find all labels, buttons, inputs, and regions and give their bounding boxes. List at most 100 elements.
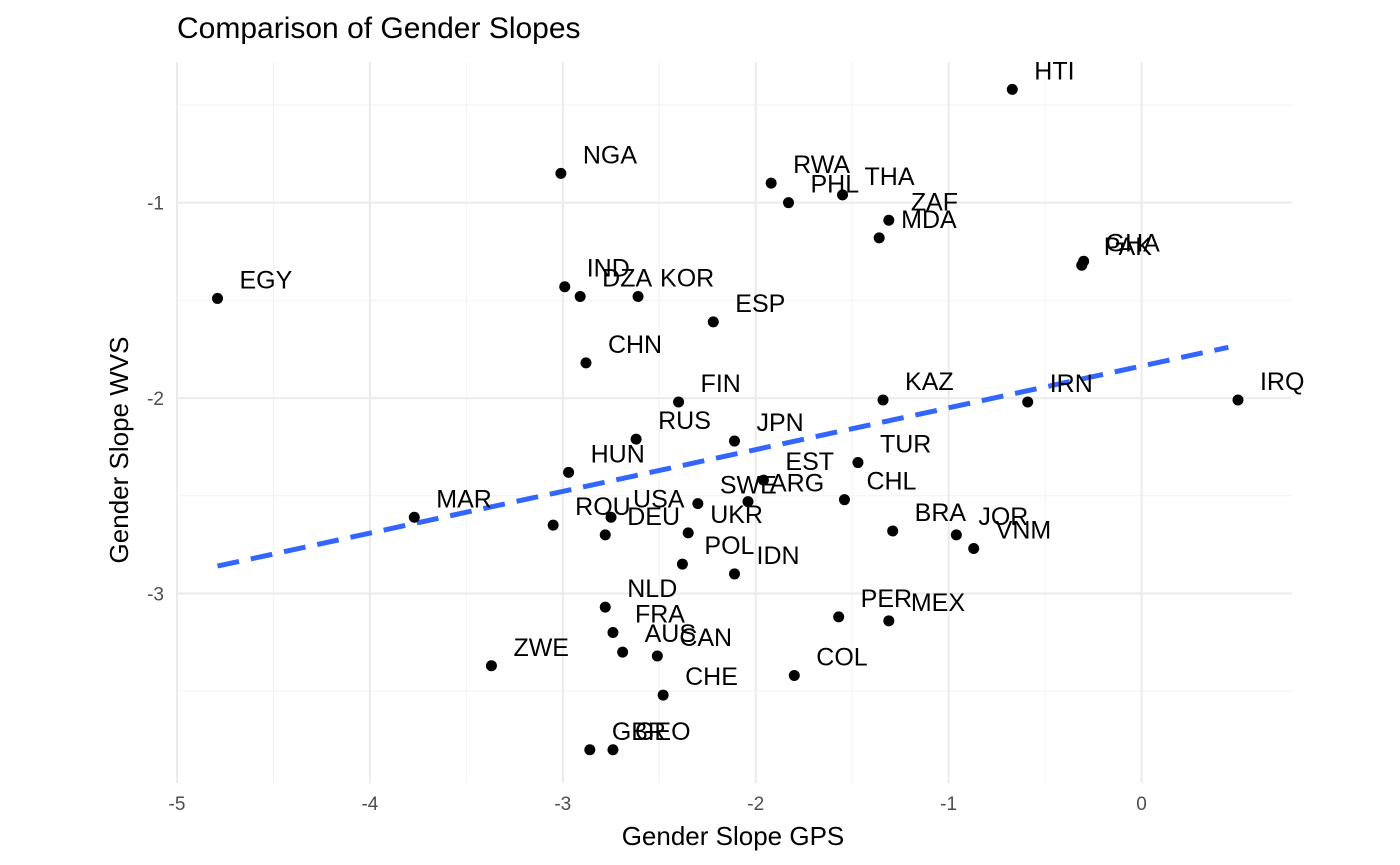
- data-points: [212, 83, 1244, 756]
- point-label-ukr: UKR: [710, 501, 763, 529]
- data-point-egy: [212, 292, 224, 304]
- data-point-hun: [563, 466, 575, 478]
- point-label-rou: ROU: [575, 493, 631, 521]
- point-label-irq: IRQ: [1260, 368, 1304, 396]
- point-label-egy: EGY: [240, 266, 293, 294]
- point-label-chl: CHL: [866, 468, 916, 496]
- point-label-hun: HUN: [591, 440, 645, 468]
- point-label-tha: THA: [865, 163, 915, 191]
- point-label-zwe: ZWE: [513, 634, 569, 662]
- point-label-usa: USA: [633, 485, 685, 513]
- point-label-che: CHE: [685, 663, 738, 691]
- point-label-nld: NLD: [627, 575, 677, 603]
- point-label-deu: DEU: [627, 503, 680, 531]
- point-label-gbr: GBR: [612, 718, 666, 746]
- point-label-dza: DZA: [602, 264, 652, 292]
- data-point-zaf: [883, 214, 895, 226]
- point-label-chn: CHN: [608, 331, 662, 359]
- y-axis-ticks: -1 -2 -3: [147, 194, 164, 606]
- data-point-che: [657, 689, 669, 701]
- point-label-est: EST: [785, 448, 834, 476]
- point-label-geo: GEO: [635, 718, 691, 746]
- x-tick-label: -5: [169, 794, 186, 815]
- data-point-idn: [729, 568, 740, 580]
- data-point-irq: [1232, 394, 1244, 406]
- x-axis-label: Gender Slope GPS: [622, 821, 845, 851]
- point-label-jor: JOR: [978, 503, 1028, 531]
- point-label-ind: IND: [587, 255, 630, 283]
- point-label-rus: RUS: [658, 407, 711, 435]
- y-axis-label: Gender Slope WVS: [104, 337, 134, 564]
- data-point-rwa: [765, 177, 777, 189]
- data-point-deu: [599, 529, 611, 541]
- data-point-kor: [632, 290, 644, 302]
- data-point-chn: [580, 357, 592, 369]
- data-point-esp: [707, 316, 719, 328]
- data-point-est: [757, 474, 769, 486]
- point-label-phl: PHL: [811, 171, 860, 199]
- point-label-rwa: RWA: [793, 151, 850, 179]
- x-tick-label: -4: [361, 794, 378, 815]
- data-point-jor: [950, 529, 962, 541]
- point-label-zaf: ZAF: [911, 188, 958, 216]
- x-tick-label: -3: [554, 794, 571, 815]
- data-point-col: [788, 670, 800, 682]
- data-point-chl: [838, 494, 850, 506]
- point-label-jpn: JPN: [757, 409, 804, 437]
- data-point-swe: [692, 498, 704, 510]
- data-point-nga: [555, 167, 567, 179]
- data-point-gbr: [584, 744, 596, 756]
- point-label-kor: KOR: [660, 264, 714, 292]
- data-point-pol: [676, 558, 688, 570]
- data-point-rus: [630, 433, 642, 445]
- data-point-geo: [607, 744, 619, 756]
- point-label-fin: FIN: [701, 370, 741, 398]
- data-point-zwe: [485, 660, 497, 672]
- point-label-mar: MAR: [436, 485, 492, 513]
- data-point-per: [833, 611, 845, 623]
- data-point-can: [651, 650, 663, 662]
- x-tick-label: -2: [747, 794, 764, 815]
- data-point-mar: [408, 511, 420, 523]
- data-point-hti: [1006, 83, 1018, 95]
- x-tick-label: -1: [940, 794, 957, 815]
- point-label-col: COL: [816, 644, 868, 672]
- point-label-can: CAN: [679, 624, 732, 652]
- data-point-fin: [673, 396, 685, 408]
- y-tick-label: -3: [147, 584, 164, 605]
- point-label-irn: IRN: [1050, 370, 1093, 398]
- data-point-mex: [883, 615, 895, 627]
- data-point-nld: [599, 601, 611, 613]
- point-label-pol: POL: [704, 532, 754, 560]
- data-point-arg: [742, 496, 754, 508]
- data-point-usa: [605, 511, 617, 523]
- data-point-pak: [1076, 259, 1088, 271]
- point-label-bra: BRA: [915, 499, 967, 527]
- data-point-ind: [559, 281, 571, 293]
- point-label-fra: FRA: [635, 601, 685, 629]
- fit-line: [216, 344, 1229, 569]
- data-point-rou: [547, 519, 559, 531]
- data-point-tur: [852, 457, 864, 469]
- data-point-tha: [837, 189, 849, 201]
- point-label-gha: GHA: [1106, 229, 1161, 257]
- point-label-idn: IDN: [757, 542, 800, 570]
- chart-title: Comparison of Gender Slopes: [177, 12, 581, 45]
- point-label-per: PER: [861, 585, 912, 613]
- data-point-vnm: [968, 543, 980, 555]
- point-label-mda: MDA: [901, 206, 957, 234]
- x-axis-ticks: -5 -4 -3 -2 -1 0: [169, 794, 1147, 815]
- data-point-ukr: [682, 527, 694, 539]
- data-point-fra: [607, 627, 619, 639]
- data-point-dza: [574, 290, 586, 302]
- data-point-phl: [783, 197, 795, 209]
- point-label-kaz: KAZ: [905, 368, 954, 396]
- x-tick-label: 0: [1136, 794, 1147, 815]
- point-label-aus: AUS: [645, 620, 696, 648]
- data-point-jpn: [729, 435, 740, 447]
- point-label-hti: HTI: [1034, 57, 1074, 85]
- point-label-pak: PAK: [1104, 233, 1152, 261]
- y-tick-label: -2: [147, 389, 164, 410]
